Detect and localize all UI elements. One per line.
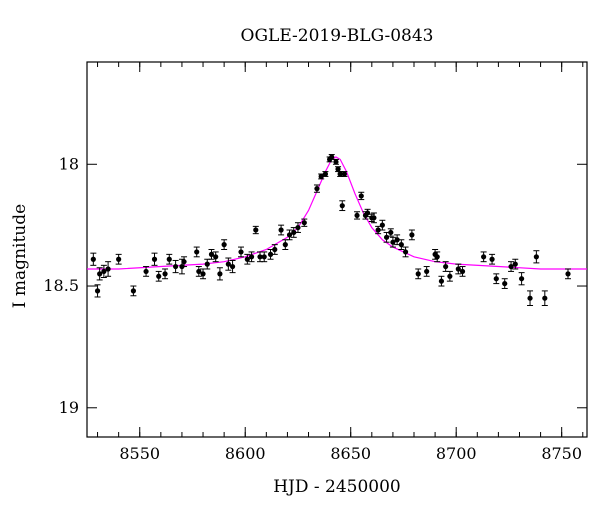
data-point (156, 273, 162, 279)
data-point (424, 268, 430, 275)
data-point (443, 263, 449, 270)
data-point (291, 229, 297, 236)
data-point (200, 271, 206, 277)
data-point (533, 254, 539, 260)
data-point (173, 263, 179, 270)
data-point (257, 254, 263, 260)
y-tick-label: 18 (59, 154, 79, 173)
x-tick-label: 8550 (119, 444, 160, 463)
data-point (542, 295, 548, 301)
data-point (229, 263, 236, 270)
data-point (527, 295, 533, 301)
data-point (481, 254, 487, 260)
data-point (282, 242, 288, 248)
data-point (225, 261, 231, 267)
data-point (272, 246, 278, 253)
data-point (267, 251, 274, 257)
data-point (358, 193, 364, 199)
data-point (244, 256, 250, 262)
data-point (166, 256, 172, 262)
data-point (248, 254, 255, 260)
data-point (261, 254, 267, 260)
x-tick-label: 8700 (436, 444, 477, 463)
data-point (375, 227, 381, 233)
data-point (512, 261, 518, 267)
data-point (301, 220, 307, 226)
x-axis-label: HJD - 2450000 (273, 477, 401, 497)
y-tick-label: 19 (59, 398, 79, 417)
data-point (341, 171, 347, 177)
data-point (565, 271, 571, 277)
data-point (253, 227, 259, 233)
y-axis-label: I magnitude (10, 204, 30, 308)
data-point (364, 210, 371, 216)
data-point (204, 261, 210, 267)
data-point (337, 171, 343, 177)
data-point (105, 266, 111, 272)
data-point (162, 271, 168, 277)
data-point (90, 256, 96, 262)
model-curve-group (87, 156, 587, 270)
data-point (388, 229, 394, 236)
data-point (383, 234, 390, 240)
data-point (455, 266, 461, 272)
data-points-group (90, 154, 572, 307)
data-point (194, 249, 200, 255)
data-point (354, 212, 360, 219)
x-tick-label: 8600 (225, 444, 266, 463)
data-point (508, 263, 514, 270)
data-point (402, 249, 409, 255)
model-curve (87, 156, 587, 270)
data-point (459, 268, 466, 275)
x-tick-label: 8650 (330, 444, 371, 463)
data-point (318, 173, 324, 180)
y-tick-label: 18.5 (43, 276, 79, 295)
data-point (438, 278, 445, 284)
data-point (329, 154, 335, 160)
data-point (101, 268, 107, 275)
data-point (130, 288, 137, 294)
data-point (409, 232, 415, 238)
data-point (151, 256, 158, 262)
data-point (208, 251, 215, 257)
data-point (333, 159, 339, 165)
data-point (196, 268, 202, 275)
data-point (398, 242, 404, 248)
data-point (335, 166, 341, 172)
data-point (371, 215, 377, 221)
data-point (94, 288, 101, 294)
data-point (221, 242, 227, 248)
data-point (379, 222, 385, 228)
chart-title: OGLE-2019-BLG-0843 (241, 26, 434, 46)
x-tick-label: 8750 (541, 444, 582, 463)
data-point (286, 232, 293, 238)
data-point (415, 271, 421, 277)
data-point (181, 259, 187, 265)
data-point (143, 268, 149, 275)
data-point (322, 171, 328, 177)
data-point (213, 254, 219, 260)
data-point (493, 276, 499, 282)
data-point (339, 203, 345, 209)
data-point (489, 256, 495, 262)
data-point (116, 256, 122, 262)
data-point (502, 280, 508, 287)
data-point (217, 271, 223, 277)
data-point (518, 276, 525, 282)
data-point (447, 273, 453, 279)
data-point (394, 237, 400, 243)
data-point (278, 227, 284, 233)
data-point (97, 271, 103, 277)
data-point (434, 254, 440, 260)
data-point (390, 239, 396, 245)
data-point (314, 186, 320, 192)
data-point (295, 224, 301, 231)
plot-frame (86, 61, 588, 438)
axes: 8550 8600 8650 8700 8750 18 18.5 19 (43, 61, 588, 463)
data-point (238, 249, 244, 255)
